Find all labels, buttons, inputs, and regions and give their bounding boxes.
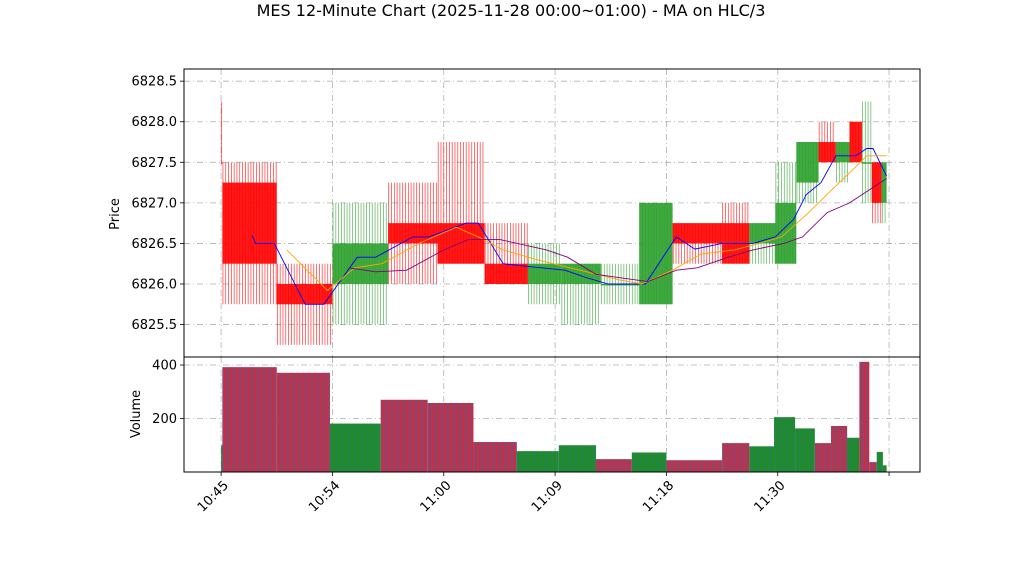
volume-bar <box>882 465 887 472</box>
volume-bar <box>876 451 883 472</box>
ohlc-bar <box>818 121 836 163</box>
volume-bar <box>329 423 381 472</box>
ohlc-bar <box>775 162 797 264</box>
x-tick-label: 11:09 <box>529 478 566 515</box>
ohlc-body <box>881 162 887 203</box>
ohlc-body <box>849 121 862 163</box>
volume-bar <box>869 462 877 472</box>
ohlc-bar <box>484 223 528 284</box>
volume-bar-fill <box>427 403 474 472</box>
ohlc-body <box>639 202 673 305</box>
volume-bar-fill <box>847 437 860 472</box>
price-axis-label: Price <box>108 198 123 230</box>
ohlc-body <box>600 283 640 286</box>
ohlc-body <box>437 223 485 264</box>
ohlc-bar <box>871 162 882 224</box>
ohlc-bar <box>861 101 872 203</box>
volume-bar <box>427 403 474 472</box>
volume-bar-fill <box>774 417 796 472</box>
volume-tick-label: 200 <box>152 412 177 427</box>
price-tick-label: 6827.0 <box>132 196 178 211</box>
ohlc-body <box>221 162 223 164</box>
volume-bar-fill <box>876 451 883 472</box>
volume-bar <box>795 428 815 472</box>
price-tick-label: 6828.5 <box>132 75 178 90</box>
ohlc-bar <box>222 162 277 305</box>
volume-bar <box>222 367 277 472</box>
volume-bar <box>631 452 667 472</box>
ohlc-bar <box>849 121 862 163</box>
volume-bar <box>749 446 775 472</box>
volume-bar <box>595 459 632 472</box>
chart-title: MES 12-Minute Chart (2025-11-28 00:00~01… <box>257 1 766 20</box>
volume-bar <box>516 451 559 472</box>
ma-line <box>251 148 888 305</box>
ohlc-bar <box>835 142 850 183</box>
ohlc-bar <box>276 263 333 345</box>
price-tick-label: 6826.0 <box>132 277 178 292</box>
x-axis: 10:45 10:54 11:00 11:09 11:18 11:30 <box>195 472 890 515</box>
price-tick-label: 6825.5 <box>132 318 178 333</box>
volume-frame <box>183 356 921 473</box>
ma-line <box>348 178 887 283</box>
volume-bar-fill <box>276 372 330 472</box>
volume-bar-fill <box>595 459 632 472</box>
volume-bar <box>847 437 860 472</box>
price-tick-label: 6828.0 <box>132 115 178 130</box>
volume-bar <box>722 443 750 472</box>
volume-tick-label: 400 <box>152 359 177 374</box>
volume-bar <box>558 445 597 472</box>
volume-bar <box>473 442 517 472</box>
x-tick-label: 11:18 <box>640 478 677 515</box>
ohlc-body <box>818 142 836 163</box>
ohlc-bar <box>796 142 819 203</box>
ohlc-bar <box>639 202 673 305</box>
volume-bar <box>276 372 330 472</box>
volume-bar-fill <box>380 399 428 472</box>
volume-bar <box>666 460 723 472</box>
ohlc-body <box>861 162 872 164</box>
x-tick-label: 11:30 <box>751 478 788 515</box>
x-tick-label: 11:00 <box>417 478 454 515</box>
volume-bar-fill <box>882 465 887 472</box>
volume-axis-label: Volume <box>129 390 144 438</box>
volume-bar <box>774 417 796 472</box>
ohlc-body <box>835 142 850 163</box>
volume-bar-fill <box>830 426 848 472</box>
price-tick-label: 6827.5 <box>132 156 178 171</box>
ohlc-body <box>332 243 389 284</box>
ohlc-body <box>871 162 882 203</box>
volume-bar-fill <box>516 451 559 472</box>
ohlc-body <box>484 263 528 284</box>
volume-bar <box>859 361 870 472</box>
ohlc-body <box>276 283 333 305</box>
volume-bar-fill <box>814 443 831 472</box>
ohlc-bar <box>221 101 223 164</box>
volume-bar <box>814 443 832 472</box>
price-tick-label: 6826.5 <box>132 237 178 252</box>
volume-bar <box>380 399 428 472</box>
ohlc-body <box>672 223 723 244</box>
ohlc-bar <box>437 142 485 264</box>
ohlc-body <box>388 223 438 244</box>
volume-bar-fill <box>329 423 381 472</box>
volume-bar <box>830 426 848 472</box>
ma-line <box>286 155 887 292</box>
volume-bar-fill <box>631 452 667 472</box>
x-tick-label: 10:54 <box>306 478 343 515</box>
ohlc-body <box>796 142 819 183</box>
volume-bar-fill <box>222 367 277 472</box>
price-panel: 6825.5 6826.0 6826.5 6827.0 6827.5 6828.0 6828… <box>132 68 921 358</box>
volume-bar-fill <box>722 443 750 472</box>
ohlc-bar <box>388 182 438 284</box>
volume-bar-fill <box>859 361 870 472</box>
ohlc-body <box>222 182 277 264</box>
x-tick-label: 10:45 <box>195 478 232 515</box>
volume-panel: 200 400 <box>152 356 921 473</box>
volume-bar <box>221 445 223 472</box>
volume-bar-fill <box>558 445 596 472</box>
